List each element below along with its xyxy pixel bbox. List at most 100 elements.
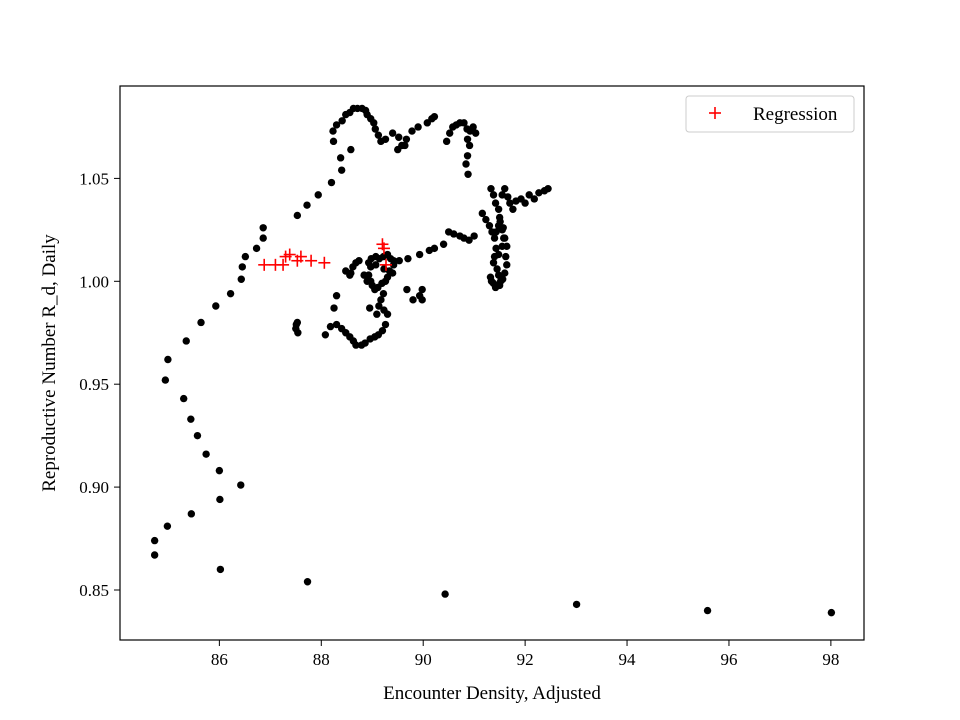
data-point (572, 600, 581, 609)
data-point (374, 131, 383, 139)
data-point (490, 252, 499, 261)
data-point (187, 415, 195, 423)
x-tick-label: 88 (313, 650, 330, 669)
y-axis-title: Reproductive Number R_d, Daily (39, 234, 60, 492)
data-point (460, 119, 468, 127)
data-point (363, 277, 371, 285)
data-point (252, 244, 261, 253)
data-point (193, 431, 202, 440)
data-point (494, 205, 503, 213)
x-tick-label: 90 (415, 650, 432, 669)
data-point (495, 281, 504, 290)
data-point (346, 271, 354, 279)
data-point (303, 578, 312, 586)
data-point (404, 254, 412, 263)
data-point (493, 265, 501, 273)
x-tick-label: 86 (211, 650, 228, 669)
regression-point (305, 254, 318, 267)
data-point (509, 205, 517, 213)
data-point (446, 129, 454, 137)
data-point (827, 608, 836, 617)
data-point (373, 310, 381, 318)
x-tick-label: 92 (517, 650, 534, 669)
data-point (465, 141, 474, 150)
data-point (371, 125, 380, 133)
data-point (395, 133, 403, 141)
data-point (499, 224, 507, 232)
data-point (503, 242, 511, 251)
data-point (161, 376, 170, 384)
data-point (389, 261, 398, 269)
data-point (332, 121, 341, 129)
data-point (379, 289, 388, 298)
data-point (418, 296, 426, 304)
data-point (383, 310, 392, 318)
data-point (485, 222, 494, 230)
y-tick-label: 0.90 (79, 478, 109, 497)
data-point (150, 536, 159, 545)
data-point (471, 129, 480, 137)
data-point (525, 191, 533, 199)
x-tick-label: 94 (619, 650, 637, 669)
data-point (444, 228, 453, 236)
data-point (492, 228, 500, 236)
data-point (338, 117, 346, 125)
data-point (498, 191, 506, 199)
data-point (347, 145, 355, 154)
data-point (441, 590, 449, 598)
data-point (469, 123, 477, 131)
data-point (202, 450, 210, 458)
data-point (197, 318, 205, 327)
data-point (355, 257, 363, 265)
regression-point (377, 242, 390, 255)
x-tick-label: 98 (822, 650, 839, 669)
y-tick-label: 1.05 (79, 169, 109, 188)
regression-point (318, 256, 331, 269)
y-axis: 0.85 0.90 0.95 1.00 1.05 (79, 169, 120, 600)
x-tick-label: 96 (720, 650, 737, 669)
data-point (381, 320, 390, 329)
data-point (237, 275, 245, 283)
y-tick-label: 1.00 (79, 272, 109, 291)
data-point (163, 522, 172, 530)
data-point (489, 191, 498, 199)
data-point (314, 191, 322, 199)
data-point (238, 263, 247, 271)
data-point (442, 137, 451, 146)
data-point (463, 152, 472, 160)
data-point (482, 215, 490, 224)
data-point (456, 232, 464, 240)
data-point (478, 209, 487, 218)
data-point (418, 285, 426, 294)
data-point (357, 341, 366, 349)
regression-point (258, 258, 271, 271)
data-point (530, 195, 538, 203)
data-point (164, 355, 172, 364)
data-point (293, 318, 302, 327)
x-axis-title: Encounter Density, Adjusted (383, 683, 601, 704)
data-point (544, 184, 552, 193)
data-point (303, 201, 311, 209)
data-point (332, 292, 341, 300)
data-point (321, 331, 330, 339)
plot-frame (119, 85, 865, 641)
data-point (336, 154, 345, 162)
data-point (388, 269, 397, 277)
data-point (182, 337, 190, 345)
data-point (259, 224, 267, 232)
data-point (366, 335, 374, 343)
data-point (491, 199, 500, 207)
data-point (535, 189, 543, 197)
data-point (501, 269, 509, 277)
data-point (367, 263, 375, 271)
data-point (503, 261, 511, 269)
legend: Regression (685, 95, 855, 133)
data-point (293, 211, 302, 220)
data-point (329, 137, 338, 146)
data-point (499, 275, 507, 283)
data-point (216, 495, 224, 504)
data-point (439, 240, 448, 248)
data-point (377, 296, 385, 304)
data-point (215, 466, 224, 475)
